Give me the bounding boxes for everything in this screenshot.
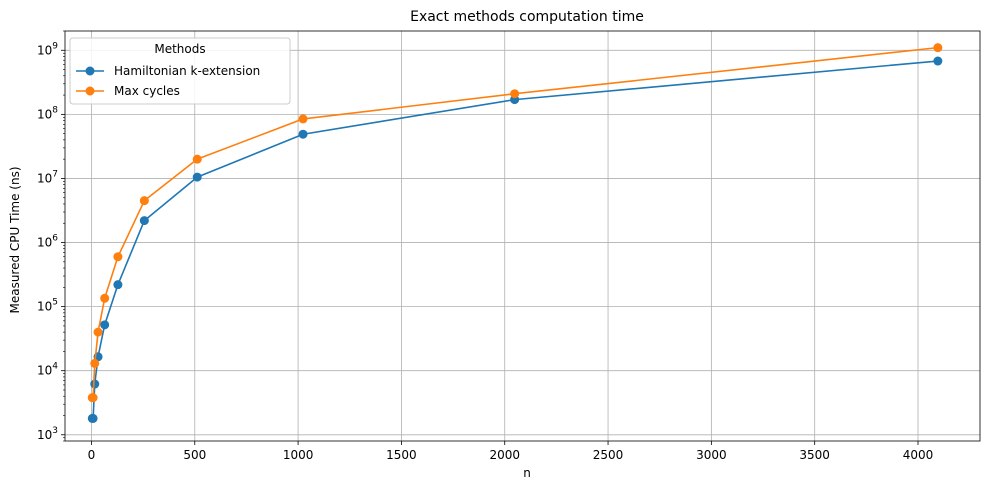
legend-swatch-marker (85, 86, 95, 96)
y-tick-label: 108 (37, 105, 58, 121)
data-point (298, 114, 308, 124)
x-axis-label: n (523, 466, 531, 480)
y-tick-label: 109 (37, 41, 58, 57)
y-tick-label: 105 (37, 298, 58, 314)
data-point (90, 358, 100, 368)
x-tick-label: 1000 (283, 448, 314, 462)
data-point (510, 89, 520, 99)
legend: Methods Hamiltonian k-extension Max cycle… (69, 37, 291, 105)
x-tick-label: 3000 (696, 448, 727, 462)
chart-title: Exact methods computation time (410, 9, 644, 25)
legend-title: Methods (154, 42, 205, 56)
grid (65, 31, 980, 441)
data-point (139, 196, 149, 206)
y-tick-label: 103 (37, 426, 58, 442)
y-tick-label: 107 (37, 169, 58, 185)
y-axis-label: Measured CPU Time (ns) (8, 166, 22, 313)
data-point (298, 129, 308, 139)
legend-label: Hamiltonian k-extension (114, 64, 260, 78)
y-tick-label: 104 (37, 362, 58, 378)
data-point (933, 56, 943, 66)
data-point (139, 216, 149, 226)
x-tick-label: 2000 (489, 448, 520, 462)
data-point (192, 154, 202, 164)
y-tick-label: 106 (37, 234, 58, 250)
x-tick-label: 0 (88, 448, 96, 462)
legend-items: Hamiltonian k-extension Max cycles (76, 64, 260, 98)
legend-box (69, 37, 291, 105)
data-point (100, 320, 110, 330)
data-point (88, 413, 98, 423)
series-group (87, 43, 943, 423)
data-point (933, 43, 943, 53)
x-tick-label: 2500 (593, 448, 624, 462)
legend-label: Max cycles (114, 84, 180, 98)
x-tick-label: 4000 (903, 448, 934, 462)
data-point (88, 393, 98, 403)
data-point (113, 252, 123, 262)
data-point (113, 280, 123, 290)
x-tick-label: 3500 (799, 448, 830, 462)
data-point (93, 327, 103, 337)
legend-swatch-marker (85, 66, 95, 76)
x-tick-label: 1500 (386, 448, 417, 462)
x-tick-label: 500 (183, 448, 206, 462)
data-point (100, 293, 110, 303)
data-point (192, 172, 202, 182)
data-point (90, 379, 100, 389)
ticks: 0 500 1000 1500 2000 2500 3000 3500 4000 103 104 10… (37, 30, 934, 462)
plot-frame (64, 30, 981, 442)
